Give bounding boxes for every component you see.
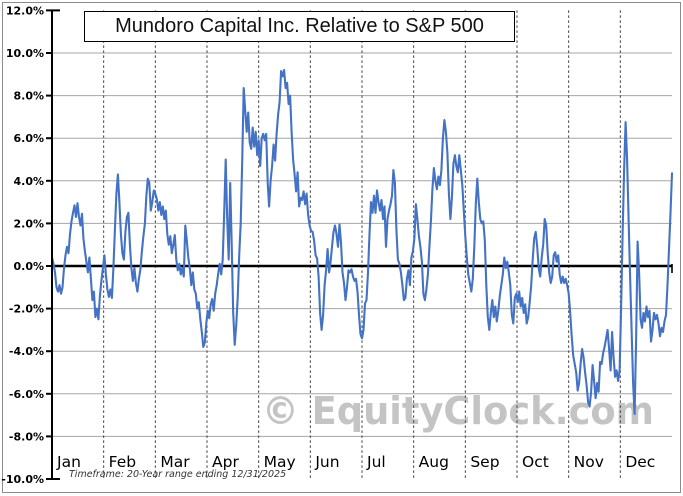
x-axis-month-label: Apr <box>212 453 239 471</box>
x-axis-month-label: Jun <box>314 453 339 471</box>
x-axis-month-label: Aug <box>419 453 449 471</box>
x-axis-month-label: Sep <box>470 453 499 471</box>
y-axis-label: 8.0% <box>13 90 44 103</box>
data-line <box>50 68 674 416</box>
y-axis-label: 12.0% <box>6 4 44 17</box>
watermark: © EquityClock.com <box>262 389 654 433</box>
x-axis-month-label: Jul <box>366 453 386 471</box>
y-axis-label: -6.0% <box>9 388 44 401</box>
y-axis-label: 4.0% <box>13 175 44 188</box>
y-axis-label: 2.0% <box>13 217 44 230</box>
timeframe-footnote: Timeframe: 20-Year range ending 12/31/20… <box>69 469 287 480</box>
y-axis-label: -4.0% <box>9 345 44 358</box>
x-axis-month-label: Feb <box>109 453 136 471</box>
chart-title-box: Mundoro Capital Inc. Relative to S&P 500 <box>84 11 515 42</box>
chart-title: Mundoro Capital Inc. Relative to S&P 500 <box>115 15 484 37</box>
y-axis-label: 6.0% <box>13 132 44 145</box>
y-axis-label: -8.0% <box>9 430 44 443</box>
y-axis-label: 0.0% <box>13 260 44 273</box>
x-axis-month-label: Dec <box>625 453 655 471</box>
y-axis-label: -10.0% <box>1 473 44 486</box>
x-axis-month-label: Jan <box>56 453 81 471</box>
x-axis-month-label: Oct <box>522 453 549 471</box>
x-axis-month-label: May <box>264 453 296 471</box>
x-axis-month-label: Nov <box>574 453 604 471</box>
y-axis-label: -2.0% <box>9 303 44 316</box>
x-axis-month-label: Mar <box>160 453 190 471</box>
y-axis-label: 10.0% <box>6 47 44 60</box>
